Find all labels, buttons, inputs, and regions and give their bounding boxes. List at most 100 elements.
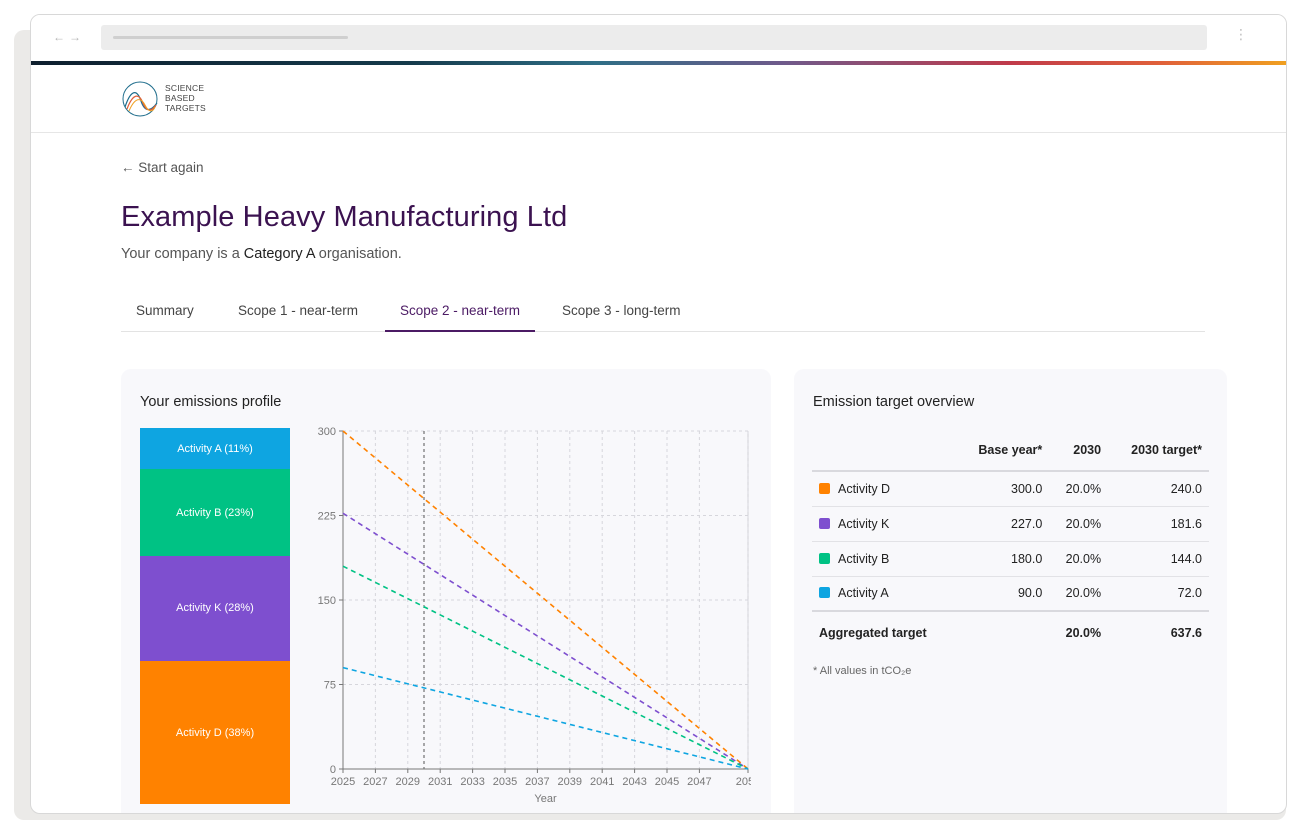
back-arrow-icon[interactable]: ← xyxy=(53,30,69,44)
series-line-activity-k xyxy=(342,512,749,770)
activity-name-cell: Activity K xyxy=(812,506,957,542)
address-placeholder xyxy=(113,36,348,39)
y-tick-label: 75 xyxy=(324,680,336,692)
tab-scope-3-long-term[interactable]: Scope 3 - long-term xyxy=(562,303,681,318)
column-header: 2030 xyxy=(1049,429,1109,472)
bar-segment-activity-a: Activity A (11%) xyxy=(140,428,290,470)
logo-line: TARGETS xyxy=(165,103,206,113)
y-tick-label: 150 xyxy=(318,595,336,607)
bar-segment-activity-d: Activity D (38%) xyxy=(140,661,290,804)
y-tick-label: 0 xyxy=(330,764,336,776)
bar-segment-activity-k: Activity K (28%) xyxy=(140,555,290,662)
gradient-bar xyxy=(31,61,1286,65)
column-header xyxy=(812,429,957,472)
site-header: SCIENCE BASED TARGETS xyxy=(31,65,1286,133)
scope-tabs: Summary Scope 1 - near-term Scope 2 - ne… xyxy=(121,300,1205,332)
start-again-label: Start again xyxy=(138,160,204,175)
table-row: Activity B 180.0 20.0% 144.0 xyxy=(812,541,1209,577)
target-value-cell: 144.0 xyxy=(1108,541,1209,577)
activity-name-cell: Activity A xyxy=(812,576,957,612)
series-line-activity-d xyxy=(342,430,749,770)
series-line-activity-a xyxy=(342,666,749,770)
x-tick-label: 2050 xyxy=(736,776,751,788)
target-value-cell: 72.0 xyxy=(1108,576,1209,612)
activity-name: Activity K xyxy=(838,516,890,531)
x-tick-label: 2037 xyxy=(525,776,549,788)
subtitle-suffix: organisation. xyxy=(318,246,402,262)
target-rows: Activity D 300.0 20.0% 240.0 Activity K 227.0… xyxy=(812,471,1209,654)
legend-swatch xyxy=(819,552,830,564)
logo-line: SCIENCE xyxy=(165,83,205,93)
base-year-cell: 180.0 xyxy=(956,541,1050,577)
activity-name-cell: Activity D xyxy=(812,471,957,507)
browser-window: ←→ ⋮ SCIENCE BASED TARGETS ← Start again xyxy=(30,14,1287,814)
company-category-text: Your company is a Category A organisatio… xyxy=(121,246,402,262)
target-table: Base year* 2030 2030 target* Activity D 3… xyxy=(812,429,1209,654)
y-tick-label: 225 xyxy=(318,511,336,523)
logo-text: SCIENCE BASED TARGETS xyxy=(165,83,206,113)
column-header: Base year* xyxy=(956,429,1050,472)
logo[interactable]: SCIENCE BASED TARGETS xyxy=(121,79,221,119)
start-again-link[interactable]: ← Start again xyxy=(121,160,204,175)
x-tick-label: 2039 xyxy=(558,776,582,788)
column-header: 2030 target* xyxy=(1108,429,1209,472)
aggregate-row: Aggregated target 20.0% 637.6 xyxy=(812,610,1209,654)
y-tick-label: 300 xyxy=(318,426,336,438)
x-tick-label: 2047 xyxy=(687,776,711,788)
target-overview-card: Emission target overview Base year* 2030… xyxy=(794,369,1227,813)
target-value-cell: 240.0 xyxy=(1108,471,1209,507)
emissions-trajectory-chart: 2025 2027 2029 2031 2033 2035 2037 2039 2041 2043… xyxy=(318,426,751,805)
activity-name: Activity D xyxy=(838,481,891,496)
x-tick-label: 2043 xyxy=(622,776,646,788)
bar-segment-activity-b: Activity B (23%) xyxy=(140,469,290,556)
activity-name: Activity A xyxy=(838,586,889,601)
aggregate-pct-cell: 20.0% xyxy=(1049,610,1109,654)
target-value-cell: 181.6 xyxy=(1108,506,1209,542)
target-overview-title: Emission target overview xyxy=(813,394,975,410)
table-row: Activity A 90.0 20.0% 72.0 xyxy=(812,576,1209,612)
legend-swatch xyxy=(819,517,830,529)
reduction-pct-cell: 20.0% xyxy=(1049,506,1109,542)
subtitle-prefix: Your company is a xyxy=(121,246,240,262)
reduction-pct-cell: 20.0% xyxy=(1049,471,1109,507)
base-year-cell: 300.0 xyxy=(956,471,1050,507)
forward-arrow-icon[interactable]: → xyxy=(69,30,85,44)
x-tick-label: 2031 xyxy=(428,776,452,788)
address-bar[interactable] xyxy=(101,25,1207,50)
x-axis-label: Year xyxy=(534,793,557,805)
page-title: Example Heavy Manufacturing Ltd xyxy=(121,201,568,233)
emissions-profile-card: Your emissions profile Activity A (11%) A… xyxy=(121,369,771,813)
table-header-row: Base year* 2030 2030 target* xyxy=(812,429,1209,472)
x-tick-label: 2027 xyxy=(363,776,387,788)
legend-swatch xyxy=(819,482,830,494)
reduction-pct-cell: 20.0% xyxy=(1049,541,1109,577)
table-row: Activity K 227.0 20.0% 181.6 xyxy=(812,506,1209,542)
x-tick-label: 2025 xyxy=(331,776,355,788)
activity-name: Activity B xyxy=(838,551,890,566)
aggregate-label: Aggregated target xyxy=(812,610,957,654)
tab-scope-2-near-term[interactable]: Scope 2 - near-term xyxy=(385,300,536,332)
x-tick-label: 2033 xyxy=(460,776,484,788)
sbti-logo-icon xyxy=(122,81,158,117)
tab-summary[interactable]: Summary xyxy=(136,303,194,318)
legend-swatch xyxy=(819,587,830,599)
browser-chrome: ←→ ⋮ xyxy=(31,15,1286,61)
base-year-cell: 227.0 xyxy=(956,506,1050,542)
category-value: Category A xyxy=(243,246,315,262)
more-menu-icon[interactable]: ⋮ xyxy=(1234,26,1248,42)
logo-line: BASED xyxy=(165,93,195,103)
x-tick-label: 2029 xyxy=(396,776,420,788)
series-line-activity-b xyxy=(342,565,749,770)
reduction-pct-cell: 20.0% xyxy=(1049,576,1109,612)
x-tick-label: 2041 xyxy=(590,776,614,788)
x-tick-label: 2045 xyxy=(655,776,679,788)
tab-scope-1-near-term[interactable]: Scope 1 - near-term xyxy=(238,303,359,318)
nav-arrows: ←→ xyxy=(53,30,85,44)
activity-name-cell: Activity B xyxy=(812,541,957,577)
x-tick-label: 2035 xyxy=(493,776,517,788)
emissions-stacked-bar: Activity A (11%) Activity B (23%) Activity… xyxy=(140,428,290,804)
base-year-cell: 90.0 xyxy=(956,576,1050,612)
units-footnote: * All values in tCO₂e xyxy=(813,665,912,677)
emissions-profile-title: Your emissions profile xyxy=(140,394,282,410)
table-row: Activity D 300.0 20.0% 240.0 xyxy=(812,471,1209,507)
